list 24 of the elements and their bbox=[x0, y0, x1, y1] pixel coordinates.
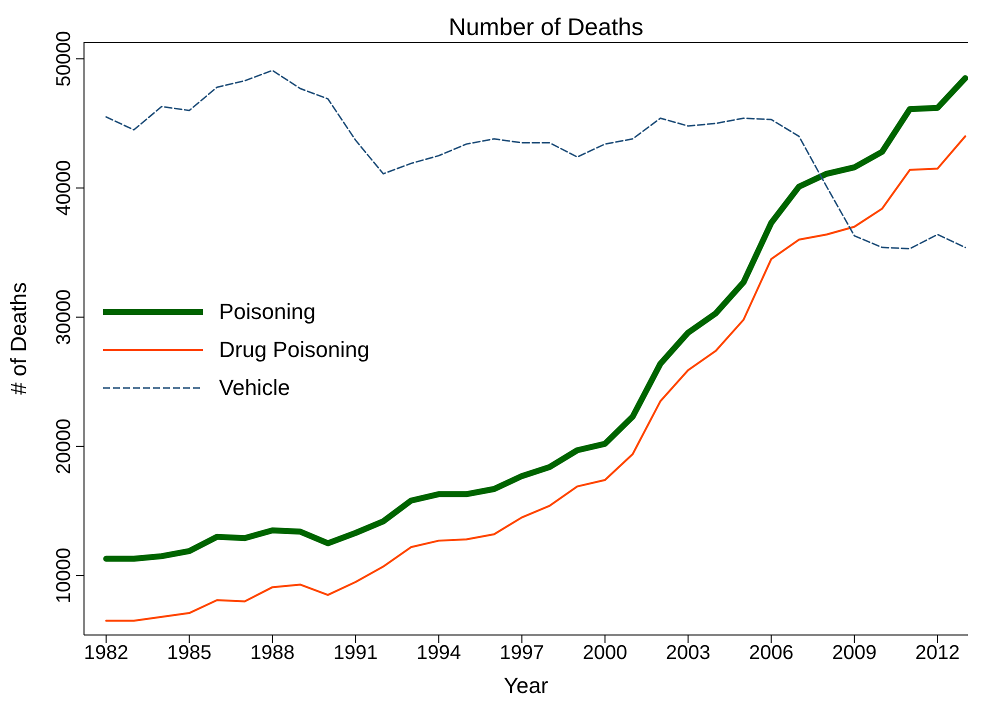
x-tick-label: 1997 bbox=[500, 642, 544, 664]
x-tick-label: 1994 bbox=[416, 642, 461, 664]
y-tick-label: 50000 bbox=[53, 30, 75, 87]
x-tick-label: 2012 bbox=[915, 642, 960, 664]
x-axis-title: Year bbox=[504, 673, 548, 698]
x-tick-label: 1985 bbox=[167, 642, 212, 664]
x-tick-label: 2003 bbox=[666, 642, 710, 664]
chart-title: Number of Deaths bbox=[448, 14, 644, 42]
line-series bbox=[105, 70, 966, 250]
legend-label: Vehicle bbox=[219, 375, 290, 401]
legend-label: Poisoning bbox=[219, 299, 316, 325]
x-tick-label: 1988 bbox=[250, 642, 295, 664]
y-tick-label: 10000 bbox=[53, 548, 75, 604]
legend-label: Drug Poisoning bbox=[219, 337, 370, 363]
y-tick-label: 20000 bbox=[53, 418, 75, 474]
line-series bbox=[105, 135, 966, 622]
y-axis-title: # of Deaths bbox=[6, 282, 31, 395]
y-tick-label: 40000 bbox=[53, 160, 75, 216]
x-tick-label: 2009 bbox=[832, 642, 877, 664]
x-tick-label: 1982 bbox=[84, 642, 128, 664]
y-tick-label: 30000 bbox=[53, 289, 75, 345]
x-tick-label: 1991 bbox=[333, 642, 378, 664]
x-tick-label: 2006 bbox=[749, 642, 794, 664]
x-tick-label: 2000 bbox=[582, 642, 628, 664]
